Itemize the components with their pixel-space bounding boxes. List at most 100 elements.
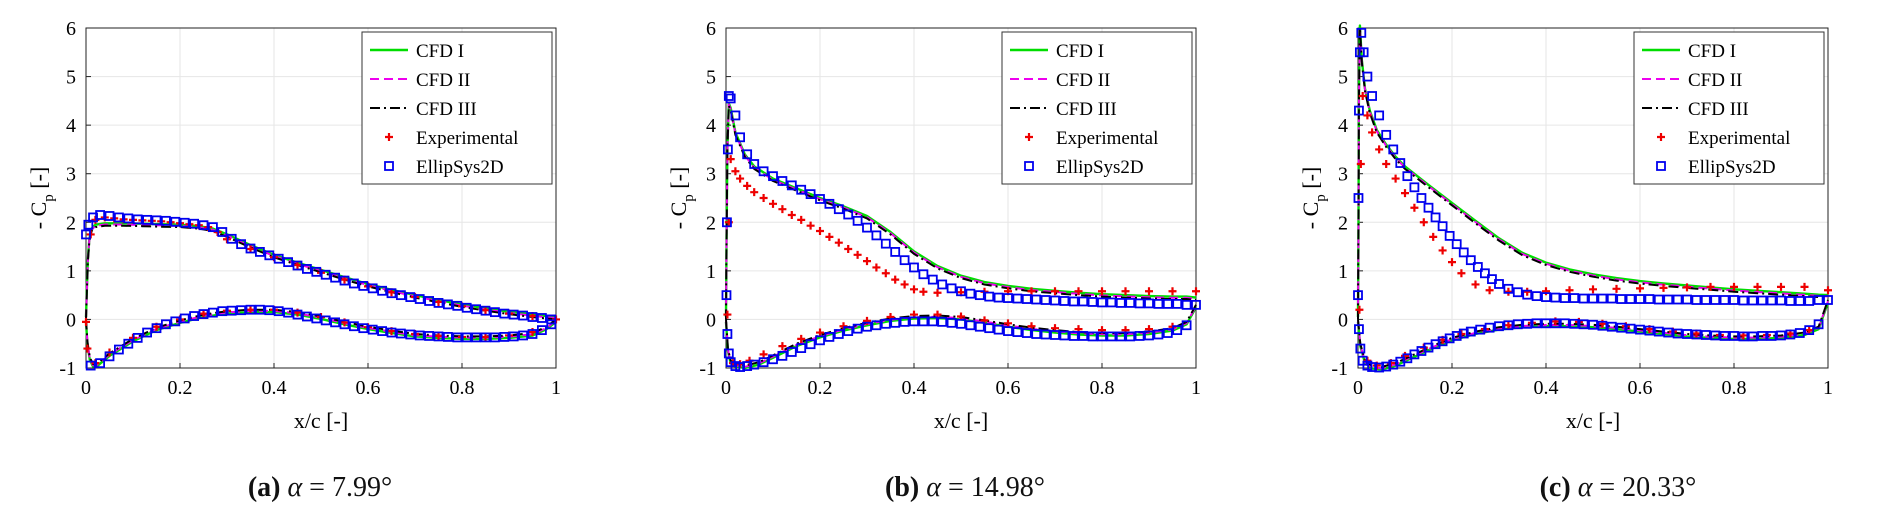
data-point-ellipsys2d xyxy=(1559,293,1570,303)
data-point-experimental xyxy=(723,310,732,319)
x-tick-label: 0.2 xyxy=(168,377,193,399)
data-point-experimental xyxy=(1355,305,1364,314)
data-point-experimental xyxy=(872,263,881,272)
legend-swatch-experimental xyxy=(1657,133,1665,141)
data-point-ellipsys2d xyxy=(1550,292,1561,303)
data-point-ellipsys2d xyxy=(918,316,929,327)
y-axis-label-main: - C xyxy=(26,202,51,230)
data-point-ellipsys2d xyxy=(1700,330,1711,340)
x-tick-label: 0 xyxy=(81,377,91,399)
data-point-experimental xyxy=(1391,174,1400,183)
y-axis-label-tail: [-] xyxy=(666,167,691,194)
data-point-ellipsys2d xyxy=(1144,330,1154,341)
data-point-ellipsys2d xyxy=(1484,322,1495,333)
y-tick-label: 0 xyxy=(66,309,76,331)
data-point-ellipsys2d xyxy=(1388,359,1399,370)
data-point-ellipsys2d xyxy=(480,305,491,316)
data-point-ellipsys2d xyxy=(508,309,519,320)
legend: CFD I CFD II CFD III Experimental EllipSys2D xyxy=(361,31,553,185)
data-point-ellipsys2d xyxy=(735,362,745,372)
data-point-ellipsys2d xyxy=(301,311,312,322)
data-point-ellipsys2d xyxy=(890,247,901,257)
data-point-ellipsys2d xyxy=(283,257,294,268)
data-point-ellipsys2d xyxy=(749,159,760,169)
data-point-experimental xyxy=(1730,282,1738,291)
caption-b-letter: (b) xyxy=(885,472,920,503)
data-point-ellipsys2d xyxy=(1794,328,1805,338)
series-ellipsys2d xyxy=(1353,27,1833,373)
data-point-ellipsys2d xyxy=(1653,294,1664,305)
data-point-ellipsys2d xyxy=(722,217,732,228)
data-point-ellipsys2d xyxy=(1374,362,1385,373)
data-point-ellipsys2d xyxy=(1134,331,1145,341)
data-point-ellipsys2d xyxy=(226,233,237,244)
data-point-ellipsys2d xyxy=(974,290,985,301)
data-point-ellipsys2d xyxy=(1444,230,1455,241)
data-point-ellipsys2d xyxy=(1663,327,1674,338)
data-point-ellipsys2d xyxy=(1451,239,1462,250)
data-point-ellipsys2d xyxy=(217,306,228,317)
data-point-ellipsys2d xyxy=(424,296,435,306)
data-point-ellipsys2d xyxy=(1430,212,1441,223)
data-point-experimental xyxy=(726,155,735,164)
data-point-ellipsys2d xyxy=(1776,295,1786,306)
data-point-ellipsys2d xyxy=(518,310,528,321)
data-point-experimental xyxy=(736,174,745,183)
legend-swatch-ellipsys2d xyxy=(384,161,394,171)
data-point-experimental xyxy=(1504,321,1513,330)
data-point-ellipsys2d xyxy=(1522,318,1533,329)
data-point-ellipsys2d xyxy=(1395,158,1406,168)
data-point-ellipsys2d xyxy=(95,210,105,220)
data-point-ellipsys2d xyxy=(386,327,397,338)
data-point-ellipsys2d xyxy=(1719,295,1730,305)
data-point-ellipsys2d xyxy=(1134,298,1145,309)
data-point-ellipsys2d xyxy=(722,329,733,339)
data-point-ellipsys2d xyxy=(1181,299,1192,310)
data-point-ellipsys2d xyxy=(1162,298,1173,309)
data-point-ellipsys2d xyxy=(1012,327,1023,337)
data-point-ellipsys2d xyxy=(358,281,369,291)
data-point-experimental xyxy=(1589,285,1597,294)
data-point-ellipsys2d xyxy=(1078,331,1089,341)
data-point-ellipsys2d xyxy=(339,319,350,330)
data-point-experimental xyxy=(919,287,928,296)
data-point-ellipsys2d xyxy=(537,313,547,323)
data-point-ellipsys2d xyxy=(1437,336,1448,347)
data-point-experimental xyxy=(1419,218,1428,227)
data-point-ellipsys2d xyxy=(442,299,453,310)
data-point-ellipsys2d xyxy=(768,354,778,365)
caption-a: (a) α = 7.99° xyxy=(120,472,520,504)
data-point-ellipsys2d xyxy=(1804,325,1815,336)
data-point-ellipsys2d xyxy=(758,166,769,177)
data-point-ellipsys2d xyxy=(1374,110,1385,121)
x-axis-label: x/c [-] xyxy=(1566,408,1620,433)
data-point-experimental xyxy=(1356,160,1365,168)
y-tick-label: -1 xyxy=(699,358,716,380)
y-tick-label: 4 xyxy=(706,115,716,137)
data-point-ellipsys2d xyxy=(471,332,482,343)
data-point-ellipsys2d xyxy=(160,215,171,226)
data-point-ellipsys2d xyxy=(1757,295,1768,306)
data-point-ellipsys2d xyxy=(179,217,190,228)
data-point-ellipsys2d xyxy=(1569,293,1580,303)
legend-label-cfd3: CFD III xyxy=(416,99,477,120)
data-point-experimental xyxy=(1074,287,1083,296)
data-point-ellipsys2d xyxy=(1625,294,1636,304)
x-tick-label: 0 xyxy=(721,377,731,399)
data-point-ellipsys2d xyxy=(1444,333,1455,344)
data-point-ellipsys2d xyxy=(965,288,976,299)
data-point-ellipsys2d xyxy=(1087,331,1098,342)
data-point-ellipsys2d xyxy=(1503,283,1514,294)
data-point-ellipsys2d xyxy=(1458,247,1469,258)
data-point-ellipsys2d xyxy=(170,316,181,327)
data-point-ellipsys2d xyxy=(1402,171,1413,182)
data-point-ellipsys2d xyxy=(452,300,463,311)
data-point-ellipsys2d xyxy=(320,315,331,326)
data-point-ellipsys2d xyxy=(1078,296,1089,307)
data-point-ellipsys2d xyxy=(1097,297,1107,308)
data-point-experimental xyxy=(797,334,806,343)
data-point-ellipsys2d xyxy=(927,274,938,285)
y-axis-label-tail: [-] xyxy=(26,167,51,194)
data-point-ellipsys2d xyxy=(1766,331,1777,341)
data-point-ellipsys2d xyxy=(414,330,425,341)
